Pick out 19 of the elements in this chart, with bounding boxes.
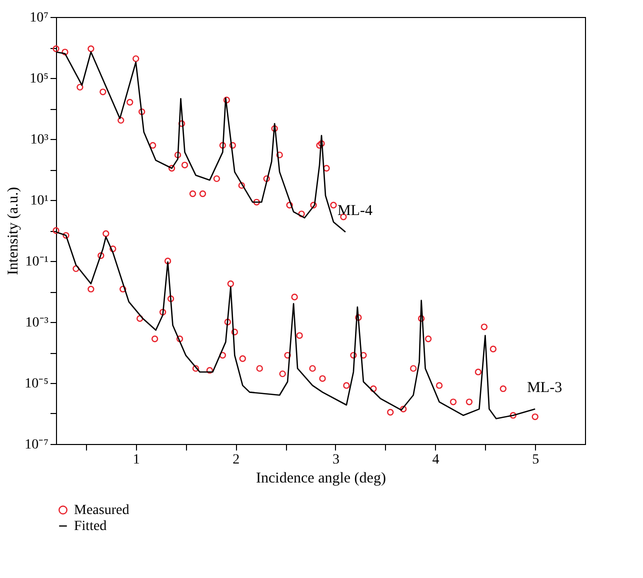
y-tick-label: 10⁻¹ [25,254,48,270]
legend-label: Measured [74,503,130,518]
x-axis-title: Incidence angle (deg) [256,470,386,486]
x-tick-label: 2 [232,452,240,468]
y-tick-label: 10⁷ [30,10,49,26]
y-tick-label: 10³ [30,132,48,148]
y-tick-label: 10⁻⁵ [24,376,49,392]
x-tick-label: 4 [432,452,440,468]
y-axis-title: Intensity (a.u.) [6,187,22,275]
y-tick-label: 10⁻³ [25,316,48,330]
x-tick-label: 5 [532,452,540,468]
y-tick-label: 10⁵ [30,72,49,86]
annotation: ML-4 [337,203,373,220]
annotation: ML-3 [527,380,562,396]
legend-label: Fitted [74,519,107,534]
y-tick-label: 10⁻⁷ [24,438,49,452]
x-tick-label: 1 [132,452,140,468]
x-tick-label: 3 [332,452,340,468]
y-tick-label: 10¹ [30,194,48,208]
